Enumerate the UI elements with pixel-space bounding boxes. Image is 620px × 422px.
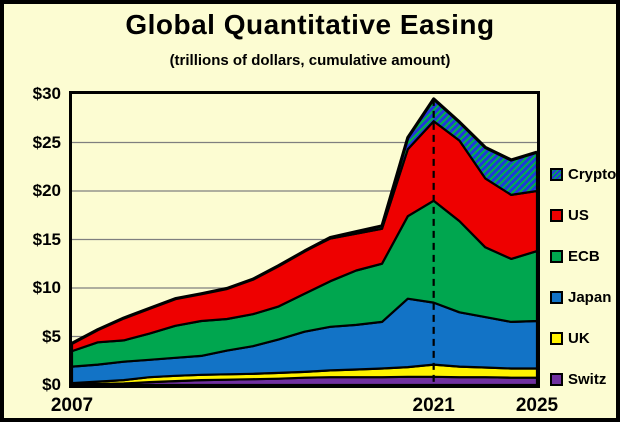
legend-item-us: US bbox=[550, 207, 589, 224]
y-tick-label: $0 bbox=[42, 375, 61, 394]
chart-title: Global Quantitative Easing bbox=[125, 9, 495, 40]
legend-swatch bbox=[550, 332, 563, 345]
legend-label: Switz bbox=[568, 371, 607, 388]
legend-label: ECB bbox=[568, 248, 600, 265]
stacked-area-chart bbox=[72, 97, 537, 385]
y-tick-label: $15 bbox=[32, 229, 61, 249]
legend-swatch bbox=[550, 209, 563, 222]
legend-label: US bbox=[568, 207, 589, 224]
y-tick-label: $5 bbox=[42, 326, 61, 346]
legend-label: Japan bbox=[568, 289, 612, 306]
legend-item-japan: Japan bbox=[550, 289, 611, 306]
legend-label: UK bbox=[568, 330, 590, 347]
legend-swatch-hatch bbox=[550, 168, 563, 181]
x-tick-label: 2021 bbox=[412, 395, 455, 416]
x-tick-label: 2007 bbox=[50, 395, 94, 416]
legend-item-switz: Switz bbox=[550, 371, 606, 388]
legend-item-ecb: ECB bbox=[550, 248, 600, 265]
legend-label: Crypto bbox=[568, 166, 617, 183]
y-tick-label: $25 bbox=[32, 132, 61, 152]
total-outline bbox=[72, 97, 537, 345]
x-tick-label: 2025 bbox=[515, 395, 559, 416]
y-tick-label: $20 bbox=[32, 181, 61, 200]
legend-item-crypto: Crypto bbox=[550, 166, 616, 183]
y-tick-label: $30 bbox=[32, 84, 61, 103]
legend-swatch bbox=[550, 291, 563, 304]
y-tick-label: $10 bbox=[32, 278, 61, 297]
plot-area bbox=[69, 91, 540, 388]
legend-swatch bbox=[550, 373, 563, 386]
legend-swatch bbox=[550, 250, 563, 263]
chart-subtitle: (trillions of dollars, cumulative amount… bbox=[169, 52, 451, 69]
legend-item-uk: UK bbox=[550, 330, 590, 347]
